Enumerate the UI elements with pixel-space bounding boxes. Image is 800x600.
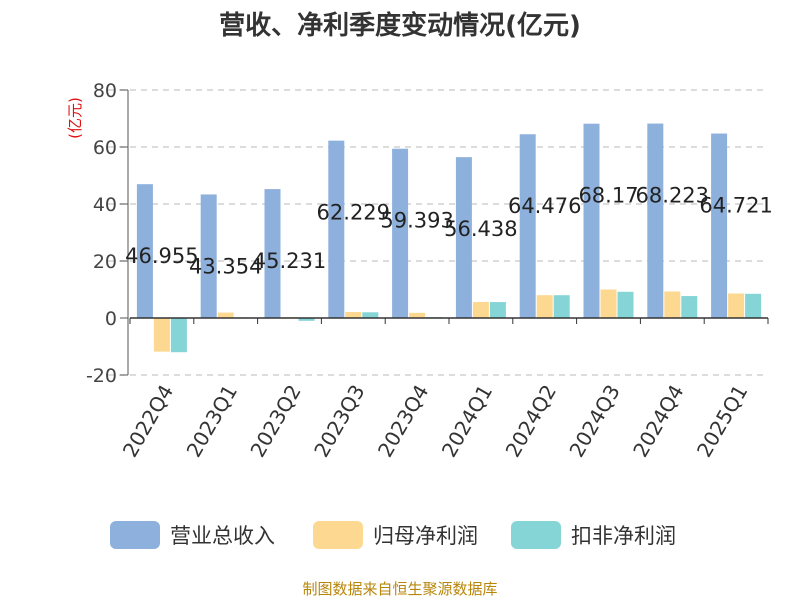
bar	[200, 194, 217, 318]
axes	[127, 90, 769, 375]
bar	[345, 312, 362, 318]
bar	[264, 189, 281, 318]
x-category-label: 2024Q3	[564, 381, 624, 462]
data-label: 56.438	[444, 217, 517, 241]
x-category-label: 2023Q1	[182, 381, 242, 462]
x-category-label: 2024Q2	[501, 381, 561, 462]
legend-label: 扣非净利润	[571, 524, 676, 548]
legend-swatch	[110, 521, 160, 549]
data-label: 46.955	[125, 244, 198, 268]
bar	[217, 312, 234, 318]
y-tick-label: -20	[86, 365, 117, 387]
y-tick-label: 20	[93, 251, 117, 273]
bar	[553, 295, 570, 318]
data-label: 43.354	[189, 254, 262, 278]
bar	[170, 318, 187, 353]
bar	[455, 157, 472, 318]
bar	[745, 293, 762, 318]
bar	[298, 318, 315, 321]
y-axis-unit: (亿元)	[66, 97, 84, 139]
x-category-label: 2022Q4	[118, 381, 178, 462]
bar	[711, 133, 728, 318]
bar	[681, 296, 698, 318]
bar	[536, 295, 553, 318]
bar	[409, 312, 426, 318]
data-label: 68.223	[636, 184, 709, 208]
bar	[153, 318, 170, 352]
bar	[728, 293, 745, 318]
legend-swatch	[313, 521, 363, 549]
x-category-label: 2024Q4	[628, 381, 688, 462]
bars	[136, 123, 762, 353]
data-label: 62.229	[317, 201, 390, 225]
bar	[362, 312, 379, 318]
bar	[617, 291, 634, 318]
data-label: 45.231	[253, 249, 326, 273]
x-category-label: 2023Q2	[245, 381, 305, 462]
data-label: 59.393	[380, 209, 453, 233]
legend-label: 归母净利润	[373, 524, 478, 548]
legend-swatch	[511, 521, 561, 549]
chart-title: 营收、净利季度变动情况(亿元)	[219, 10, 581, 41]
bar	[328, 140, 345, 318]
legend: 营业总收入 归母净利润 扣非净利润	[110, 521, 676, 549]
bar	[489, 302, 506, 318]
data-label: 68.17	[578, 184, 638, 208]
x-axis-categories: 2022Q4 2023Q1 2023Q2 2023Q3 2023Q4 2024Q1 2024…	[118, 381, 753, 462]
x-category-label: 2024Q1	[437, 381, 497, 462]
y-tick-label: 40	[93, 194, 117, 216]
x-category-label: 2025Q1	[692, 381, 752, 462]
y-tick-label: 0	[105, 308, 117, 330]
x-category-label: 2023Q4	[373, 381, 433, 462]
data-label: 64.721	[699, 194, 772, 218]
bar	[519, 134, 536, 318]
bar	[136, 184, 153, 318]
bar	[647, 123, 664, 318]
y-tick-label: 60	[93, 137, 117, 159]
bar	[472, 302, 489, 318]
x-category-label: 2023Q3	[309, 381, 369, 462]
bar	[392, 148, 409, 318]
legend-label: 营业总收入	[170, 524, 275, 548]
source-footer: 制图数据来自恒生聚源数据库	[302, 580, 497, 598]
y-tick-label: 80	[93, 80, 117, 102]
data-label: 64.476	[508, 194, 581, 218]
bar	[583, 123, 600, 318]
bar	[600, 289, 617, 318]
y-axis-ticks: 80 60 40 20 0 -20	[86, 80, 128, 387]
bar	[664, 291, 681, 318]
